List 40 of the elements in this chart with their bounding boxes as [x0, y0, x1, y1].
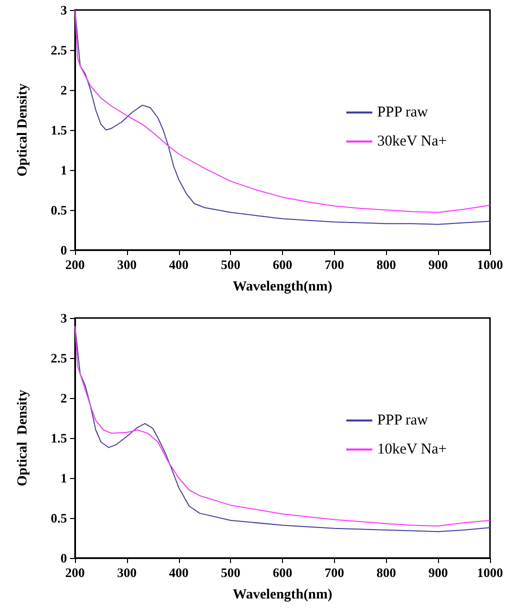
x-tick-label: 200	[65, 565, 85, 580]
x-tick-label: 900	[428, 565, 448, 580]
y-tick-label: 1.5	[50, 122, 68, 138]
x-tick-label: 800	[376, 257, 396, 272]
x-tick-label: 200	[65, 257, 85, 272]
x-tick-label: 1000	[477, 257, 503, 272]
x-tick-label: 400	[169, 257, 188, 272]
y-tick-label: 3	[60, 2, 68, 18]
x-tick-label: 600	[272, 565, 292, 580]
y-tick-label: 2.5	[50, 42, 68, 58]
x-tick-label: 900	[428, 257, 448, 272]
y-tick-label: 3	[60, 310, 68, 326]
y-tick-label: 1.5	[50, 430, 68, 446]
y-tick-label: 2.5	[50, 350, 68, 366]
y-tick-label: 0	[60, 550, 67, 566]
y-tick-label: 0	[60, 242, 67, 258]
x-tick-label: 400	[169, 565, 188, 580]
x-tick-label: 300	[117, 257, 137, 272]
y-axis-title: Optical Density	[16, 390, 30, 486]
x-axis-title: Wavelength(nm)	[232, 280, 333, 294]
legend-label: 30keV Na+	[377, 134, 447, 150]
y-tick-label: 2	[60, 82, 67, 98]
legend-label: PPP raw	[377, 104, 428, 120]
legend-label: PPP raw	[377, 412, 428, 428]
y-tick-label: 1	[60, 162, 67, 178]
y-axis-title: Optical Density	[16, 84, 30, 176]
x-tick-label: 700	[324, 257, 344, 272]
x-tick-label: 500	[220, 257, 240, 272]
y-tick-label: 2	[60, 390, 67, 406]
y-tick-label: 0.5	[50, 202, 68, 218]
x-axis-title: Wavelength(nm)	[232, 588, 333, 602]
legend-label: 10keV Na+	[377, 442, 447, 458]
y-tick-label: 1	[60, 470, 67, 486]
x-tick-label: 800	[376, 565, 396, 580]
y-tick-label: 0.5	[50, 510, 68, 526]
x-tick-label: 300	[117, 565, 137, 580]
x-tick-label: 1000	[477, 565, 503, 580]
x-tick-label: 500	[220, 565, 240, 580]
x-tick-label: 700	[324, 565, 344, 580]
x-tick-label: 600	[272, 257, 292, 272]
